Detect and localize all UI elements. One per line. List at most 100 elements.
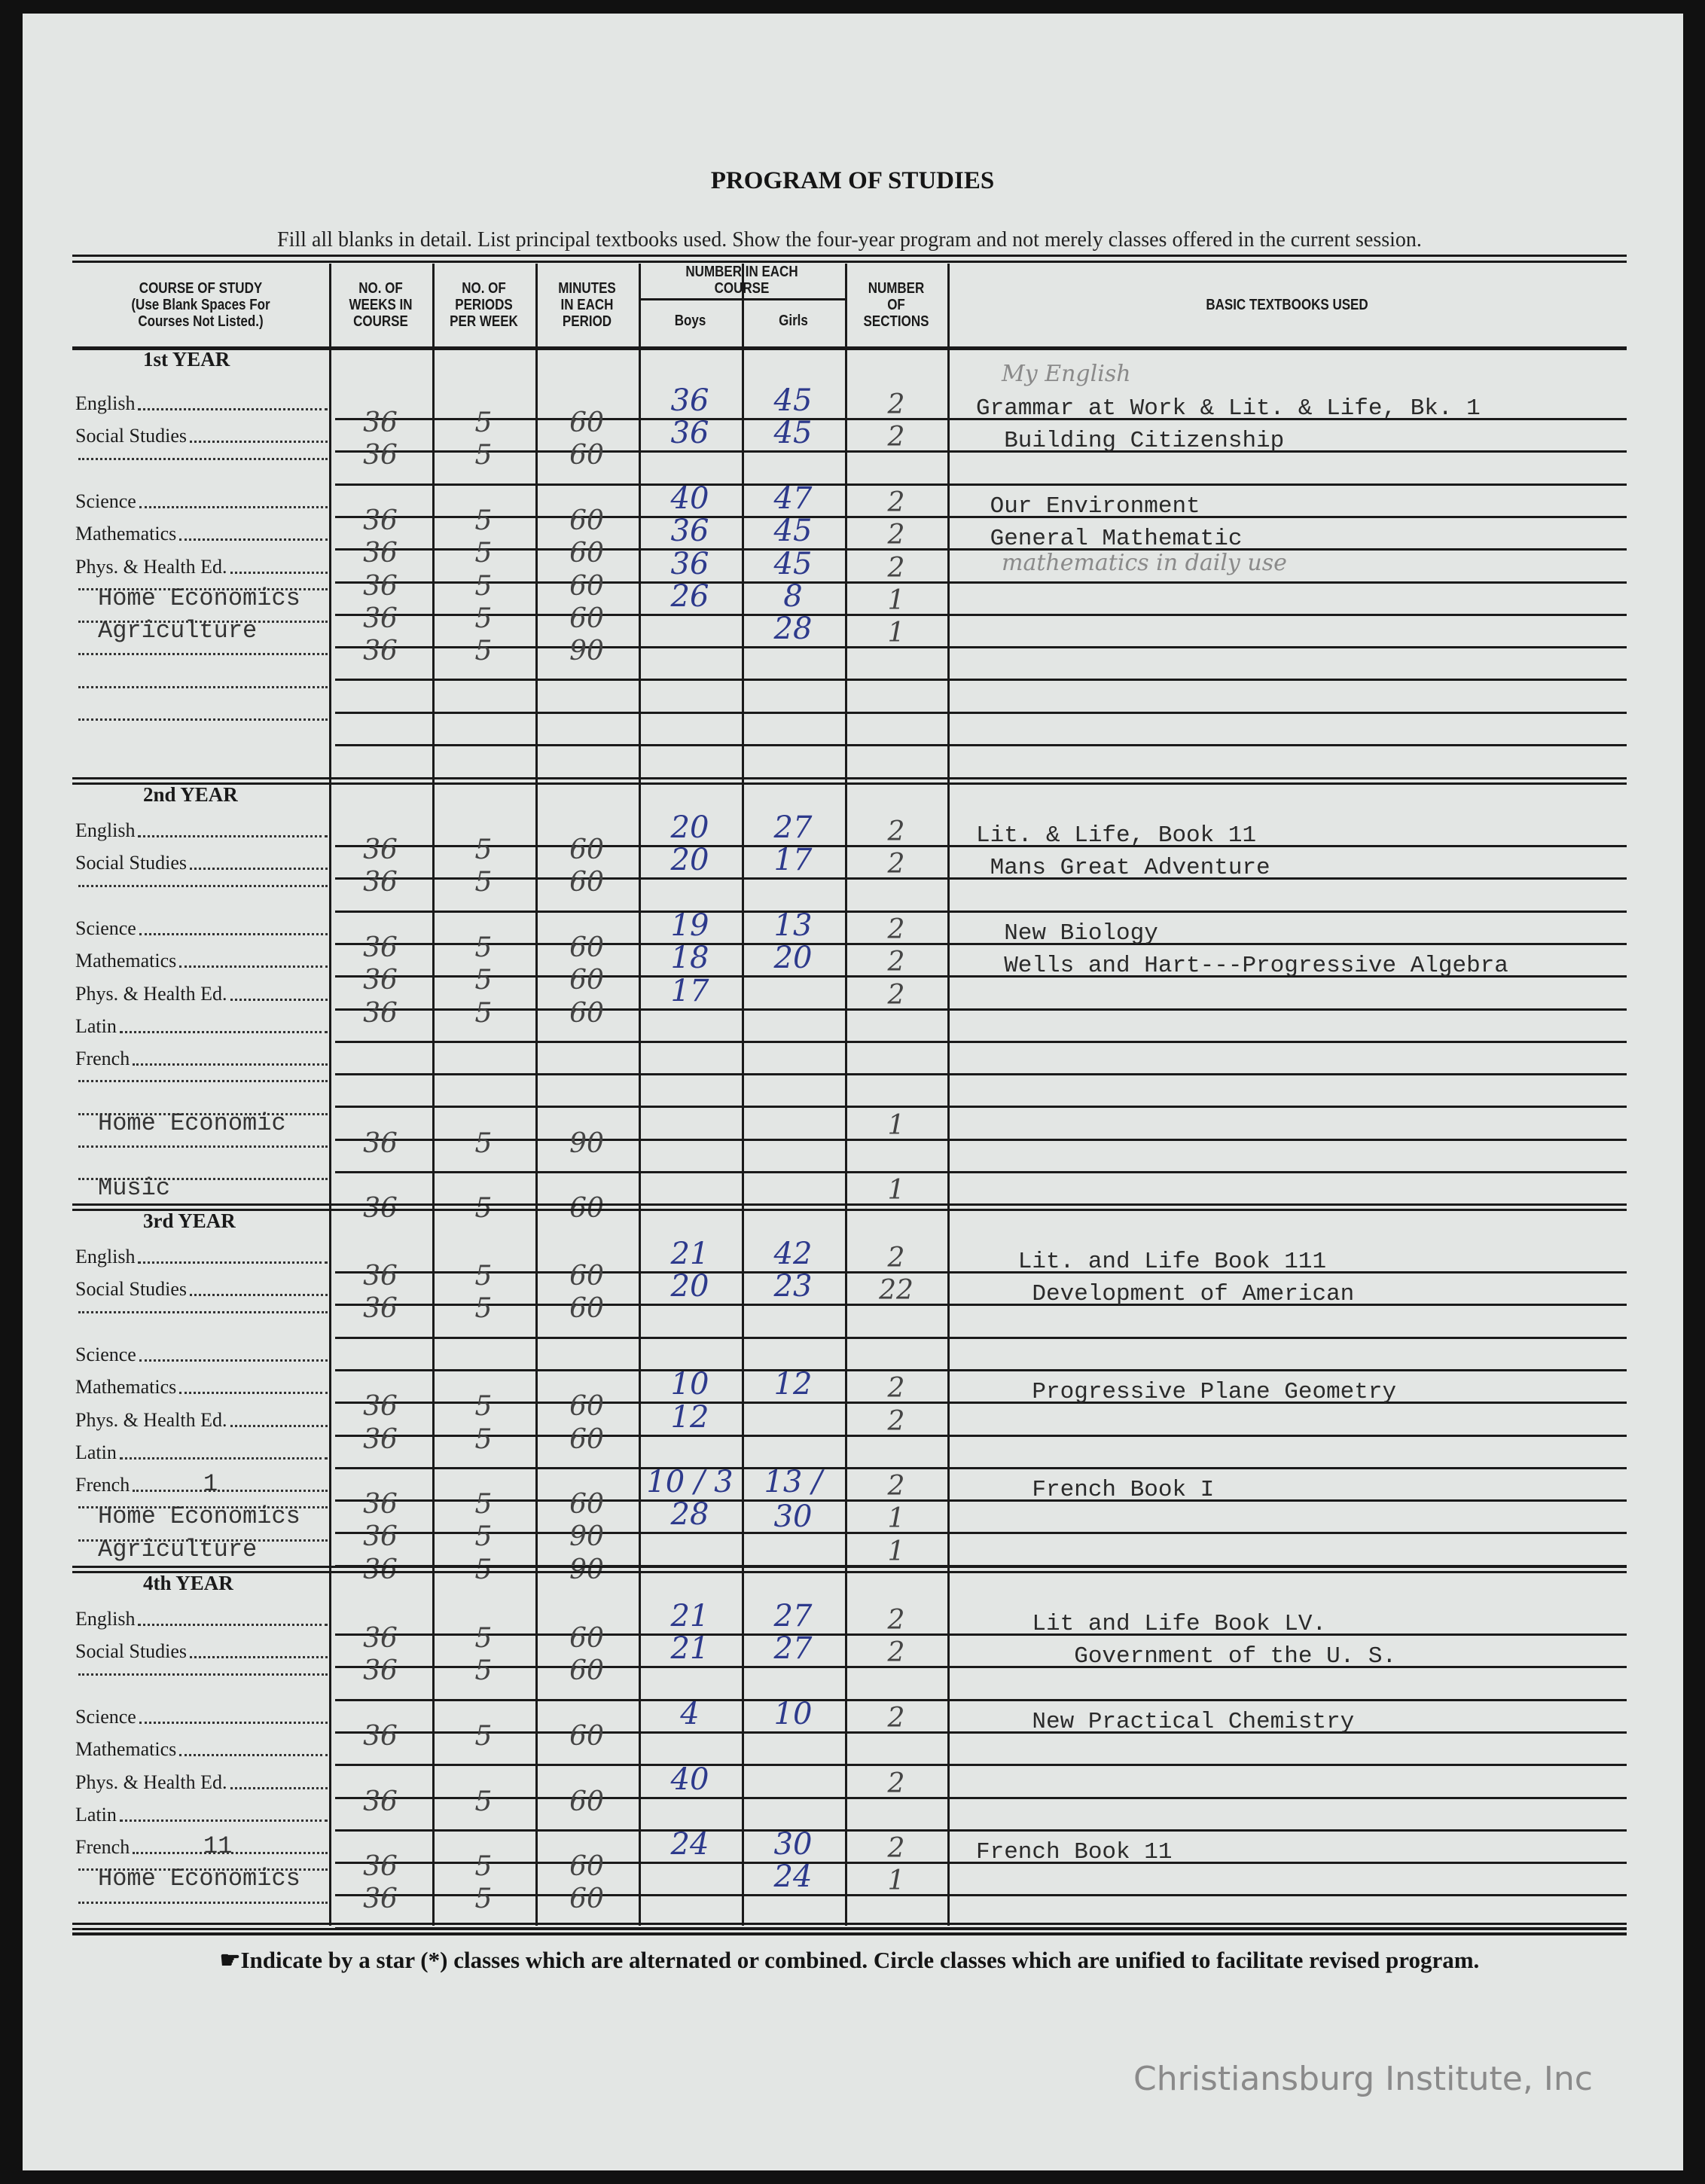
value-weeks: 36 <box>363 1721 398 1752</box>
pointing-hand-icon: ☛ <box>219 1947 241 1973</box>
value-minutes: 60 <box>569 407 604 438</box>
row-line <box>335 1369 1627 1371</box>
row-line <box>335 943 1627 945</box>
row-line <box>335 1435 1627 1437</box>
dotted-leader <box>78 458 328 460</box>
row-line <box>335 614 1627 616</box>
value-boys: 20 <box>670 843 709 877</box>
section-rule <box>72 1203 1627 1206</box>
section-rule <box>72 782 1627 785</box>
course-name: English <box>75 1608 136 1630</box>
value-weeks: 36 <box>363 1521 398 1552</box>
row-line <box>335 646 1627 648</box>
course-name: Latin <box>75 1804 117 1826</box>
value-weeks: 36 <box>363 1786 398 1817</box>
value-sections: 2 <box>887 389 905 420</box>
value-boys: 20 <box>670 810 709 845</box>
section-rule <box>72 1928 1627 1930</box>
handwritten-note: mathematics in daily use <box>1002 550 1287 576</box>
dotted-leader <box>78 1080 328 1082</box>
dotted-leader <box>78 621 328 623</box>
value-minutes: 60 <box>569 603 604 634</box>
value-weeks: 36 <box>363 1261 398 1292</box>
subheader-rule <box>639 298 845 300</box>
value-boys: 26 <box>670 579 709 614</box>
course-label: English <box>75 819 328 842</box>
course-label: English <box>75 392 328 415</box>
row-line <box>335 1402 1627 1404</box>
header-girls: Girls <box>779 313 808 329</box>
value-girls: 45 <box>773 416 813 450</box>
column-divider <box>329 264 331 1926</box>
textbook: New Biology <box>976 920 1158 947</box>
value-minutes: 60 <box>569 1623 604 1654</box>
value-boys: 36 <box>670 383 709 418</box>
course-name: Science <box>75 1706 136 1728</box>
value-boys: 40 <box>670 481 709 516</box>
course-label <box>75 1311 328 1318</box>
course-name: Social Studies <box>75 852 188 874</box>
value-minutes: 60 <box>569 571 604 602</box>
column-divider <box>947 264 950 1926</box>
value-periods: 5 <box>474 603 493 634</box>
value-weeks: 36 <box>363 538 398 569</box>
dotted-leader <box>119 1804 328 1822</box>
row-line <box>335 877 1627 880</box>
section-rule <box>72 777 1627 779</box>
course-label <box>75 1868 328 1875</box>
value-boys: 36 <box>670 547 709 581</box>
year-heading: 3rd YEAR <box>143 1209 236 1232</box>
row-line <box>335 1699 1627 1701</box>
course-label <box>75 1178 328 1185</box>
value-girls: 27 <box>773 810 813 845</box>
value-weeks: 36 <box>363 834 398 865</box>
dotted-leader <box>133 1836 328 1854</box>
value-girls: 45 <box>773 383 813 418</box>
textbook: Building Citizenship <box>976 428 1285 454</box>
value-sections: 1 <box>887 585 905 616</box>
value-periods: 5 <box>474 932 493 963</box>
course-label: English <box>75 1608 328 1630</box>
header-textbooks: BASIC TEXTBOOKS USED <box>1206 297 1368 313</box>
value-weeks: 36 <box>363 1424 398 1455</box>
typed-course-name: Home Economics <box>98 584 300 612</box>
dotted-leader <box>78 588 328 590</box>
value-periods: 5 <box>474 1851 493 1882</box>
row-line <box>335 744 1627 746</box>
section-rule <box>72 1571 1627 1573</box>
value-minutes: 60 <box>569 867 604 898</box>
value-sections: 2 <box>887 553 905 584</box>
dotted-leader <box>138 819 328 837</box>
row-line <box>335 1633 1627 1636</box>
course-label: Mathematics <box>75 1738 328 1761</box>
header-periods: NO. OF PERIODS PER WEEK <box>450 280 518 330</box>
row-line <box>335 1666 1627 1668</box>
typed-course-name: Home Economic <box>98 1109 286 1137</box>
value-periods: 5 <box>474 1786 493 1817</box>
dotted-leader <box>230 556 328 574</box>
value-sections: 2 <box>887 947 905 978</box>
course-label: French <box>75 1474 328 1496</box>
dotted-leader <box>190 852 328 870</box>
value-periods: 5 <box>474 834 493 865</box>
value-periods: 5 <box>474 407 493 438</box>
textbook: New Practical Chemistry <box>976 1709 1355 1735</box>
dotted-leader <box>138 1246 328 1264</box>
course-name: French <box>75 1836 130 1858</box>
value-periods: 5 <box>474 1391 493 1422</box>
value-weeks: 36 <box>335 1193 425 1224</box>
value-weeks: 36 <box>363 1293 398 1324</box>
row-line <box>335 483 1627 486</box>
value-weeks: 36 <box>363 867 398 898</box>
value-sections: 2 <box>887 520 905 551</box>
dotted-leader <box>179 523 328 541</box>
value-boys: 40 <box>670 1762 709 1797</box>
course-name: Science <box>75 490 136 512</box>
value-periods: 5 <box>474 538 493 569</box>
row-line <box>335 1764 1627 1766</box>
dotted-leader <box>133 1474 328 1492</box>
value-periods: 5 <box>474 1424 493 1455</box>
dotted-leader <box>78 885 328 887</box>
value-minutes: 60 <box>569 1851 604 1882</box>
course-label <box>75 1145 328 1152</box>
